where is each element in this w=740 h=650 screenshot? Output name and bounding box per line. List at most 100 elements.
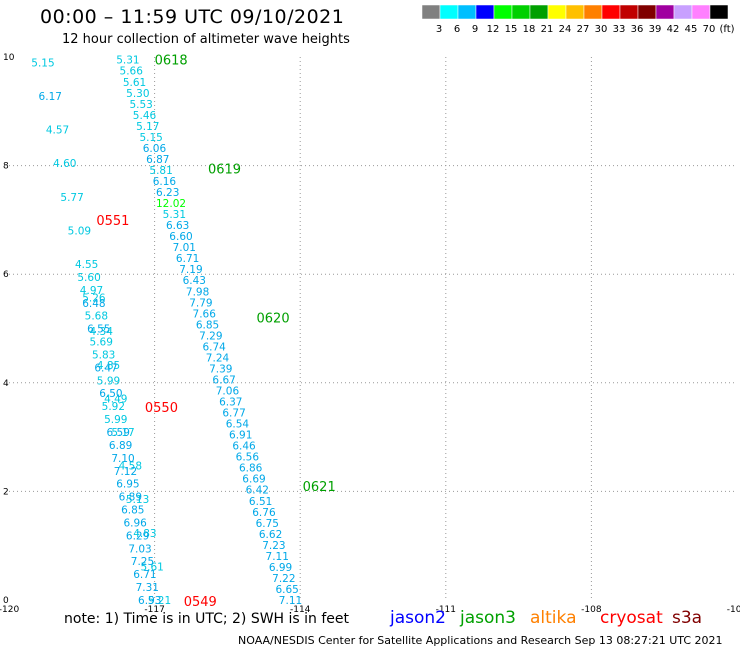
wave-height-value: 4.85 — [97, 360, 120, 372]
wave-height-value: 4.49 — [104, 393, 127, 405]
legend-cryosat: cryosat — [600, 608, 663, 628]
wave-height-value: 5.17 — [111, 427, 134, 439]
wave-height-value: 6.96 — [123, 517, 147, 529]
wave-height-value: 7.66 — [193, 308, 217, 320]
wave-height-value: 6.95 — [116, 479, 139, 491]
legend-s3a: s3a — [672, 608, 703, 628]
wave-height-value: 6.47 — [94, 362, 117, 374]
wave-height-value: 7.11 — [266, 551, 289, 563]
wave-height-value: 7.79 — [189, 297, 212, 309]
wave-height-value: 6.06 — [143, 143, 167, 155]
colorbar-label: 70 — [703, 24, 716, 35]
wave-height-value: 5.81 — [149, 165, 172, 177]
wave-height-value: 6.69 — [242, 474, 265, 486]
wave-height-value: 6.43 — [183, 275, 206, 287]
colorbar-label: 45 — [685, 24, 698, 35]
wave-height-value: 6.54 — [226, 419, 250, 431]
colorbar-swatch — [709, 5, 729, 20]
wave-height-value: 6.67 — [212, 374, 235, 386]
wave-height-value: 7.03 — [128, 543, 151, 555]
x-tick-label: -114 — [290, 605, 311, 615]
y-tick-label: 0 — [3, 596, 9, 606]
wave-height-value: 6.86 — [239, 463, 263, 475]
wave-height-value: 5.99 — [97, 375, 120, 387]
x-tick-label: -120 — [0, 605, 19, 615]
wave-height-value: 5.15 — [139, 132, 162, 144]
wave-height-value: 5.83 — [92, 349, 115, 361]
wave-height-value: 6.65 — [275, 584, 298, 596]
wave-height-value: 7.06 — [216, 386, 240, 398]
wave-height-value: 6.71 — [133, 569, 156, 581]
wave-height-value: 5.92 — [102, 401, 125, 413]
wave-height-value: 5.46 — [133, 110, 157, 122]
colorbar-label: 12 — [487, 24, 500, 35]
wave-height-value: 6.76 — [252, 507, 276, 519]
colorbar-label: 39 — [649, 24, 662, 35]
wave-height-value: 7.31 — [136, 582, 159, 594]
wave-height-value: 6.51 — [249, 496, 272, 508]
wave-height-value: 6.63 — [166, 220, 189, 232]
colorbar-label: (ft) — [719, 24, 734, 35]
colorbar-label: 33 — [613, 24, 626, 35]
legend-altika: altika — [530, 608, 577, 628]
wave-height-value: 5.77 — [60, 192, 83, 204]
footer-credit: NOAA/NESDIS Center for Satellite Applica… — [238, 634, 723, 647]
colorbar-label: 9 — [472, 24, 478, 35]
wave-height-value: 4.57 — [46, 125, 69, 137]
wave-height-value: 5.99 — [104, 414, 127, 426]
wave-height-value: 6.74 — [202, 341, 226, 353]
wave-height-value: 6.93 — [138, 595, 161, 607]
x-tick-label: -108 — [581, 605, 602, 615]
pass-time-label: 0549 — [184, 595, 217, 610]
wave-height-value: 7.98 — [186, 286, 209, 298]
x-tick-label: -111 — [436, 605, 456, 615]
wave-height-value: 6.23 — [156, 187, 179, 199]
colorbar-label: 3 — [436, 24, 442, 35]
wave-height-value: 4.58 — [119, 461, 142, 473]
wave-height-value: 5.09 — [68, 225, 91, 237]
wave-height-value: 6.17 — [39, 91, 62, 103]
wave-height-value: 5.31 — [116, 55, 139, 67]
wave-height-value: 6.89 — [109, 440, 132, 452]
wave-height-value: 6.56 — [236, 452, 260, 464]
wave-height-value: 5.61 — [140, 561, 163, 573]
wave-height-value: 5.17 — [136, 121, 159, 133]
wave-height-value: 4.97 — [80, 285, 103, 297]
chart-title: 00:00 – 11:59 UTC 09/10/2021 — [40, 6, 345, 28]
wave-height-value: 6.59 — [107, 427, 130, 439]
legend-jason3: jason3 — [460, 608, 516, 628]
y-tick-label: 8 — [3, 162, 9, 172]
wave-height-value: 6.37 — [219, 397, 242, 409]
colorbar-label: 30 — [595, 24, 608, 35]
wave-height-value: 7.23 — [262, 540, 285, 552]
colorbar-label: 42 — [667, 24, 680, 35]
wave-height-value: 7.29 — [199, 330, 222, 342]
colorbar-label: 36 — [631, 24, 644, 35]
wave-height-value: 7.22 — [272, 573, 295, 585]
wave-height-value: 7.10 — [111, 453, 134, 465]
wave-height-value: 6.75 — [256, 518, 279, 530]
pass-time-label: 0619 — [208, 162, 241, 177]
wave-height-value: 6.46 — [232, 441, 256, 453]
wave-height-value: 7.24 — [206, 352, 230, 364]
wave-height-value: 4.34 — [90, 326, 114, 338]
wave-height-value: 5.13 — [126, 494, 149, 506]
colorbar-label: 21 — [541, 24, 554, 35]
pass-time-label: 0618 — [155, 54, 188, 69]
wave-height-value: 6.60 — [169, 231, 192, 243]
wave-height-value: 7.12 — [114, 466, 137, 478]
colorbar-label: 24 — [559, 24, 572, 35]
y-tick-label: 4 — [3, 379, 9, 389]
wave-height-value: 5.69 — [90, 337, 113, 349]
wave-height-value: 6.62 — [259, 529, 282, 541]
wave-height-value: 6.89 — [119, 492, 142, 504]
y-tick-label: 2 — [3, 487, 9, 497]
wave-height-value: 5.61 — [123, 77, 146, 89]
wave-height-value: 6.29 — [126, 530, 149, 542]
wave-height-value: 6.91 — [229, 430, 252, 442]
wave-height-value: 7.01 — [173, 242, 196, 254]
wave-height-value: 6.71 — [176, 253, 199, 265]
x-tick-label: -117 — [144, 605, 164, 615]
pass-time-label: 0620 — [257, 312, 290, 327]
